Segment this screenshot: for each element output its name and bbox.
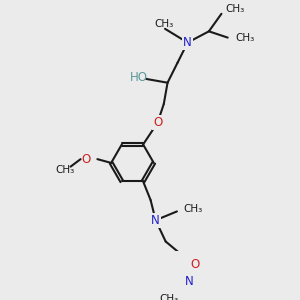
Text: O: O (190, 258, 200, 271)
Text: CH₃: CH₃ (160, 294, 179, 300)
Text: CH₃: CH₃ (235, 33, 254, 43)
Text: N: N (183, 36, 192, 49)
Text: O: O (82, 153, 91, 166)
Text: HO: HO (130, 71, 148, 84)
Text: N: N (151, 214, 160, 227)
Text: CH₃: CH₃ (154, 19, 173, 29)
Text: O: O (153, 116, 162, 129)
Text: N: N (185, 275, 194, 288)
Text: CH₃: CH₃ (225, 4, 244, 14)
Text: CH₃: CH₃ (183, 204, 202, 214)
Text: CH₃: CH₃ (55, 165, 74, 175)
